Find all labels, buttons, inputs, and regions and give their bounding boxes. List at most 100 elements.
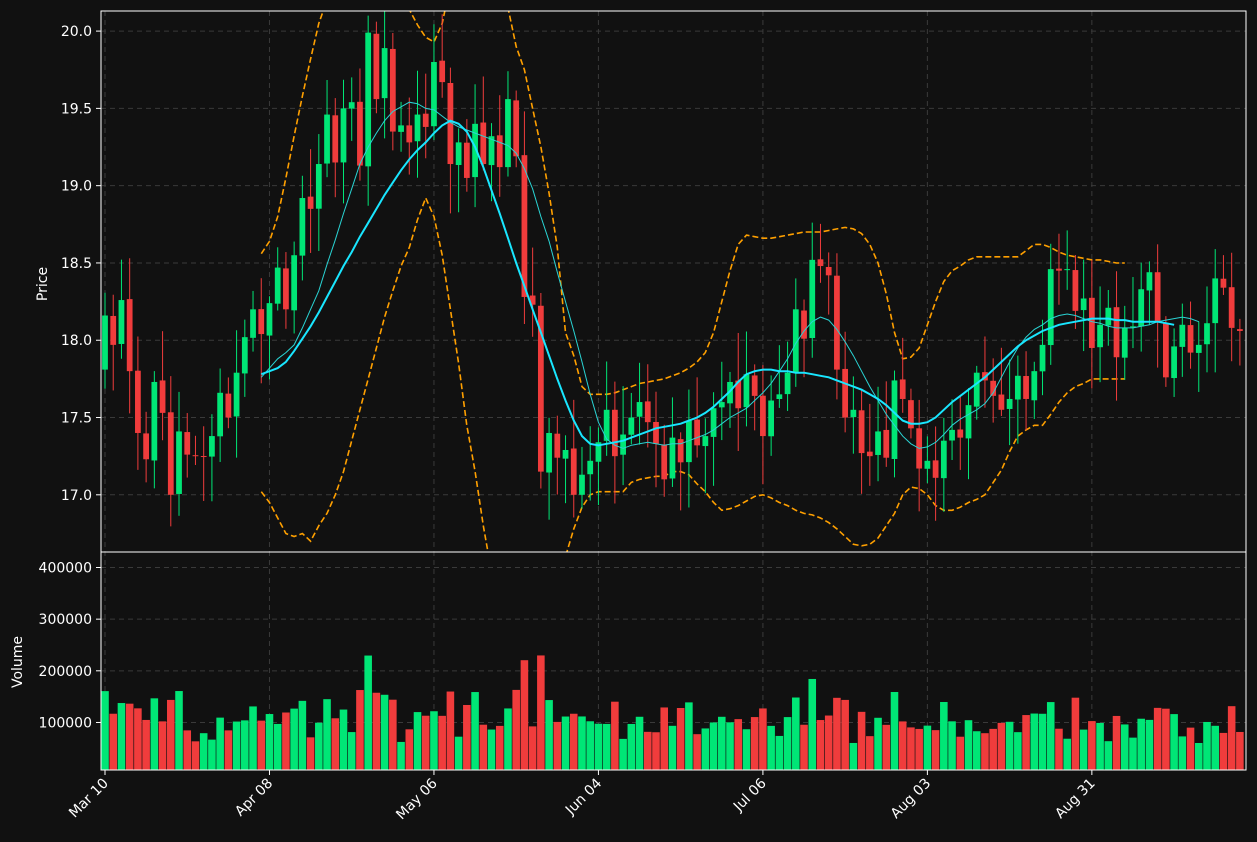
candle-body [463, 142, 470, 178]
volume-bar [1227, 706, 1236, 770]
candle-body [760, 395, 766, 437]
volume-bar [339, 709, 348, 770]
candle-body [727, 381, 733, 404]
volume-bar [537, 655, 545, 770]
volume-bar [380, 694, 389, 770]
volume-bar [635, 716, 644, 770]
volume-bar [323, 699, 331, 770]
volume-bar [1211, 725, 1219, 770]
candle-body [1031, 371, 1038, 401]
volume-bar [660, 707, 669, 770]
volume-bar [1236, 731, 1244, 770]
volume-bar [356, 690, 364, 770]
volume-bar [512, 689, 520, 770]
volume-bar [158, 721, 167, 770]
candle-body [628, 417, 635, 435]
candle-body [834, 275, 840, 370]
candle-body [768, 400, 775, 437]
volume-bar [1088, 721, 1096, 770]
candle-body [1014, 375, 1021, 400]
candle-body [151, 381, 158, 461]
candle-body [398, 125, 404, 132]
candle-body [1179, 324, 1186, 347]
candle-body [850, 409, 857, 418]
candle-body [636, 402, 643, 417]
candle-body [159, 380, 166, 413]
volume-bar [981, 733, 989, 770]
candle-body [908, 400, 914, 429]
volume-bar [1038, 713, 1047, 770]
candle-body [1064, 269, 1071, 271]
volume-bar [1153, 707, 1162, 770]
volume-bar [306, 737, 315, 770]
volume-bar [421, 715, 430, 770]
candle-body [957, 429, 964, 438]
volume-bar [413, 712, 422, 770]
candle-body [529, 295, 536, 305]
volume-bar [857, 711, 866, 770]
volume-bar [446, 691, 455, 770]
volume-bar [841, 699, 849, 770]
volume-bar [759, 708, 767, 770]
volume-bar [972, 731, 981, 770]
volume-bar [652, 732, 660, 770]
lower-band-line [260, 195, 1125, 552]
candle-body [513, 100, 520, 157]
candle-body [1088, 297, 1095, 348]
candle-body [167, 412, 174, 495]
volume-bar [1104, 741, 1113, 770]
candle-body [233, 372, 240, 417]
short-moving-average-line [260, 101, 1199, 449]
candle-body [751, 375, 758, 396]
candle-body [809, 259, 816, 339]
candle-body [784, 372, 791, 395]
volume-bar [1014, 732, 1022, 770]
volume-bar [1063, 738, 1071, 770]
candle-body [340, 108, 347, 163]
volume-bar [940, 702, 948, 770]
candle-body [694, 419, 700, 446]
candle-body [439, 60, 446, 83]
price-tick-label: 17.5 [61, 411, 92, 427]
volume-bar [1096, 722, 1104, 770]
candle-body [389, 48, 396, 132]
volume-bar [578, 716, 586, 770]
candle-body [126, 299, 133, 372]
price-tick-label: 20.0 [61, 24, 92, 40]
candle-body [422, 113, 429, 127]
candle-body [414, 114, 421, 142]
volume-panel-frame [100, 551, 1247, 771]
volume-bar [134, 708, 142, 770]
candle-body [1006, 398, 1013, 409]
candle-body [949, 429, 955, 441]
volume-bar [216, 717, 224, 770]
volume-bar [257, 720, 266, 770]
candle-body [118, 300, 125, 344]
candle-body [521, 155, 528, 297]
candle-body [357, 101, 363, 166]
volume-bar [191, 741, 200, 770]
volume-bar [1219, 732, 1228, 770]
candle-body [274, 267, 281, 304]
candle-body [817, 259, 824, 267]
candles [102, 11, 1243, 527]
volume-bar [175, 691, 183, 770]
volume-bar [397, 741, 405, 770]
candle-body [455, 142, 462, 166]
volume-bar [931, 730, 940, 770]
volume-axis-label: Volume [10, 636, 26, 688]
volume-bar [273, 723, 282, 770]
candle-body [1212, 278, 1219, 324]
volume-bar [685, 702, 693, 770]
candle-body [883, 429, 890, 458]
candle-body [866, 451, 873, 457]
volume-bar [1071, 697, 1080, 770]
volume-bar [290, 708, 298, 770]
volume-bar [331, 718, 340, 770]
candle-body [250, 309, 256, 338]
bollinger-bands [260, 11, 1125, 552]
volume-bar [504, 708, 512, 770]
volume-bar [948, 721, 956, 770]
volume-bar [438, 715, 446, 770]
